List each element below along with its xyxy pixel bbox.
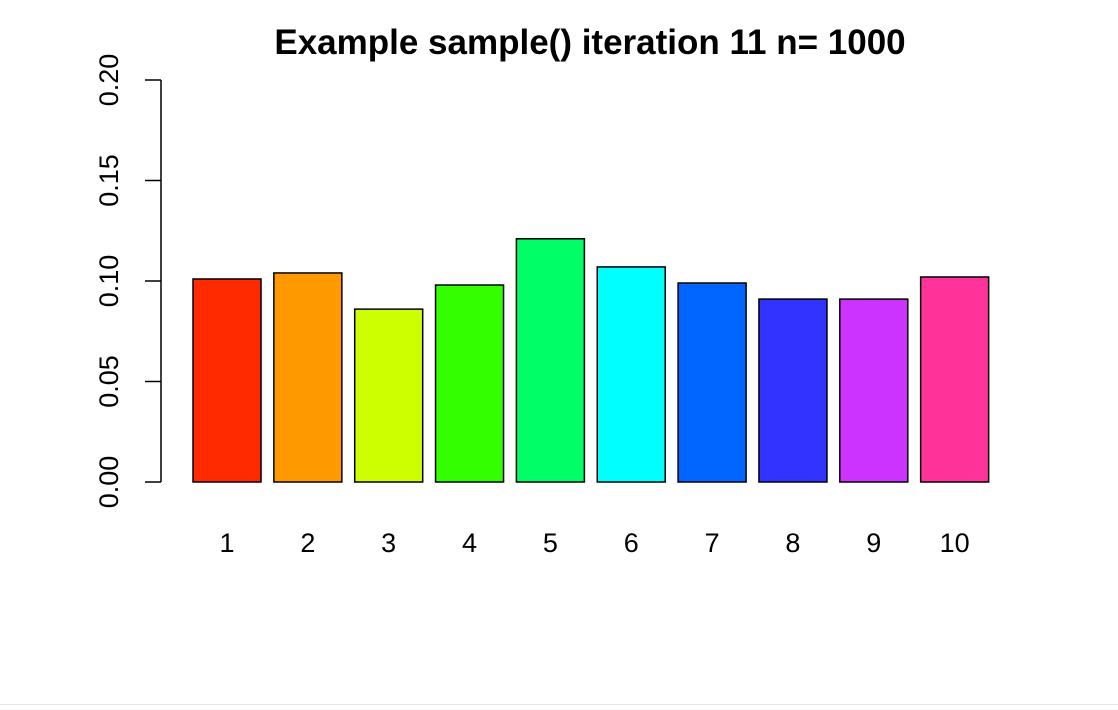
- chart-title: Example sample() iteration 11 n= 1000: [274, 23, 905, 62]
- y-tick-label: 0.15: [94, 154, 124, 207]
- bar-6: [596, 266, 666, 483]
- bar-2: [273, 272, 343, 483]
- x-tick-label: 8: [785, 528, 800, 558]
- x-tick-label: 6: [624, 528, 639, 558]
- x-axis-labels: 1 2 3 4 5 6 7 8 9 10: [219, 528, 969, 558]
- x-tick-label: 1: [219, 528, 234, 558]
- x-tick-label: 7: [705, 528, 720, 558]
- x-tick-label: 10: [940, 528, 970, 558]
- x-tick-label: 3: [381, 528, 396, 558]
- bottom-divider: [0, 704, 1118, 705]
- y-tick-label: 0.05: [94, 355, 124, 408]
- bar-9: [839, 298, 909, 483]
- bar-8: [758, 298, 828, 483]
- bar-7: [677, 282, 747, 483]
- y-axis-ticks: 0.00 0.05 0.10 0.15 0.20: [94, 54, 161, 509]
- y-tick-label: 0.10: [94, 255, 124, 308]
- bar-1: [192, 278, 262, 483]
- x-tick-label: 9: [866, 528, 881, 558]
- x-tick-label: 2: [300, 528, 315, 558]
- bar-3: [353, 308, 424, 483]
- x-tick-label: 5: [543, 528, 558, 558]
- bar-10: [919, 276, 990, 483]
- y-tick-label: 0.20: [94, 54, 124, 107]
- bars: [192, 238, 990, 483]
- y-tick-label: 0.00: [94, 456, 124, 509]
- bar-4: [434, 284, 505, 483]
- bar-5: [515, 238, 586, 483]
- x-tick-label: 4: [462, 528, 477, 558]
